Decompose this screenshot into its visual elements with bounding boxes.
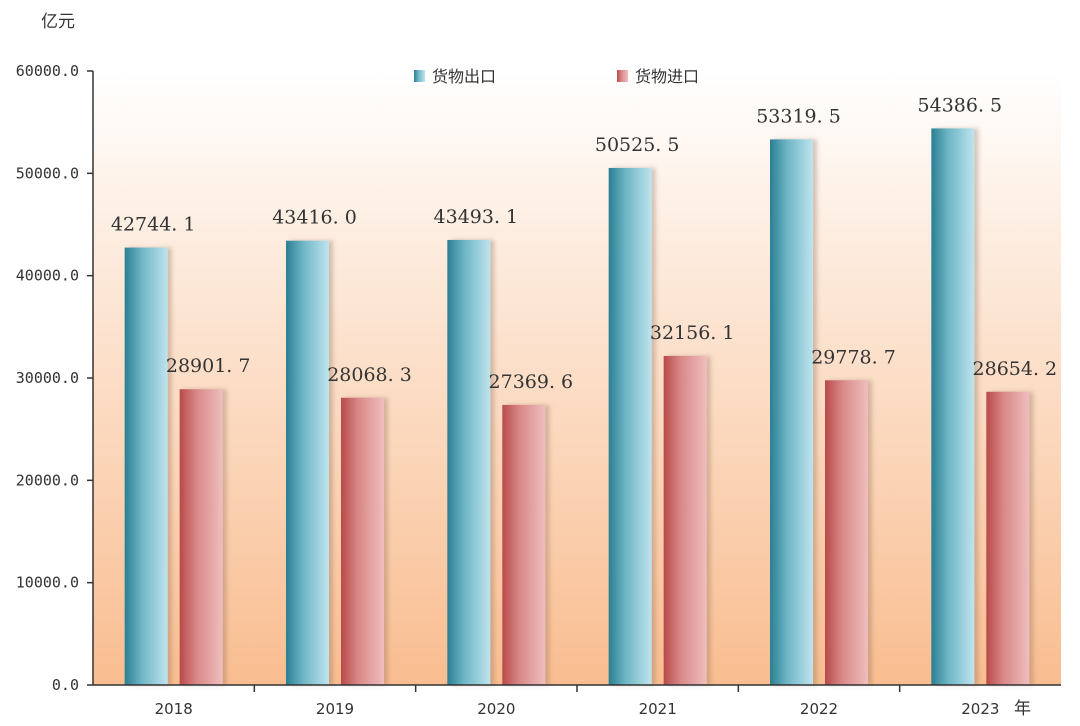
x-tick-label: 2022 bbox=[800, 700, 838, 718]
y-tick-label: 40000.0 bbox=[16, 267, 79, 285]
y-tick-label: 0.0 bbox=[52, 676, 79, 694]
x-ticks-group: 2018 2019 2020 2021 2022 2023 bbox=[155, 685, 999, 718]
bar-export-2018 bbox=[124, 247, 168, 685]
bar-import-2020 bbox=[502, 404, 546, 685]
y-tick-label: 20000.0 bbox=[16, 471, 79, 489]
bar-export-2020 bbox=[447, 239, 491, 686]
y-tick-label: 60000.0 bbox=[16, 62, 79, 80]
data-label-import-2018: 28901. 7 bbox=[166, 355, 251, 377]
data-labels-group: 42744. 1 28901. 7 43416. 0 28068. 3 43493. 1… bbox=[111, 94, 1057, 392]
x-tick-label: 2021 bbox=[639, 700, 677, 718]
x-tick-label: 2019 bbox=[316, 700, 354, 718]
bar-import-2018 bbox=[179, 389, 223, 685]
y-tick-label: 30000.0 bbox=[16, 369, 79, 387]
legend-label-export: 货物出口 bbox=[432, 67, 496, 86]
data-label-import-2019: 28068. 3 bbox=[327, 364, 412, 386]
bar-export-2023 bbox=[931, 128, 975, 685]
x-unit-label: 年 bbox=[1014, 699, 1031, 719]
x-tick-label: 2018 bbox=[155, 700, 193, 718]
data-label-import-2022: 29778. 7 bbox=[811, 346, 896, 368]
data-label-export-2023: 54386. 5 bbox=[918, 94, 1003, 116]
x-tick-label: 2020 bbox=[477, 700, 515, 718]
y-tick-label: 50000.0 bbox=[16, 164, 79, 182]
data-label-export-2020: 43493. 1 bbox=[434, 206, 519, 228]
y-unit-label: 亿元 bbox=[41, 12, 75, 32]
bar-export-2021 bbox=[608, 167, 652, 686]
y-ticks-group: 0.0 10000.0 20000.0 30000.0 40000.0 50000.0 60… bbox=[16, 62, 93, 694]
data-label-import-2023: 28654. 2 bbox=[973, 358, 1058, 380]
x-tick-label: 2023 bbox=[961, 700, 999, 718]
bar-import-2023 bbox=[986, 391, 1030, 685]
legend-swatch-export bbox=[414, 70, 425, 82]
bar-import-2019 bbox=[341, 397, 384, 685]
bar-export-2019 bbox=[286, 240, 329, 685]
data-label-export-2022: 53319. 5 bbox=[756, 105, 841, 127]
y-tick-label: 10000.0 bbox=[16, 574, 79, 592]
legend-swatch-import bbox=[617, 70, 628, 82]
data-label-import-2020: 27369. 6 bbox=[489, 371, 574, 393]
legend: 货物出口 货物进口 bbox=[414, 67, 699, 86]
bars-group bbox=[124, 128, 1030, 686]
legend-label-import: 货物进口 bbox=[635, 67, 699, 86]
data-label-export-2018: 42744. 1 bbox=[111, 214, 196, 236]
bar-export-2022 bbox=[770, 139, 813, 686]
data-label-export-2019: 43416. 0 bbox=[272, 207, 357, 229]
bar-import-2022 bbox=[825, 380, 868, 685]
data-label-export-2021: 50525. 5 bbox=[595, 134, 680, 156]
data-label-import-2021: 32156. 1 bbox=[650, 322, 735, 344]
bar-import-2021 bbox=[663, 355, 707, 685]
plot-background bbox=[93, 71, 1061, 685]
